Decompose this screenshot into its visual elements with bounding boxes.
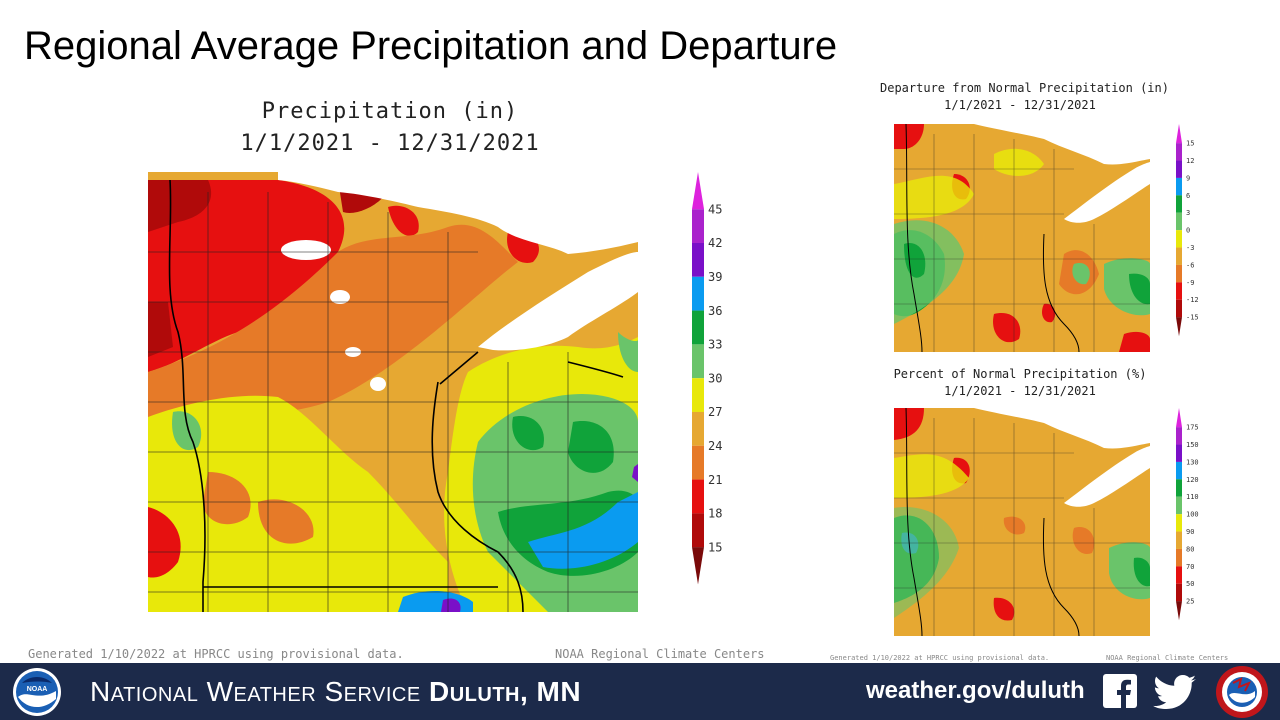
main-legend-label: 33 <box>708 338 722 352</box>
departure-legend-label: 12 <box>1186 157 1194 165</box>
percent-legend-color-1 <box>1176 427 1182 445</box>
departure-legend-color-8 <box>1176 264 1182 283</box>
main-legend-label: 24 <box>708 439 722 453</box>
departure-map-title: Departure from Normal Precipitation (in)… <box>880 80 1169 114</box>
departure-legend-color-11 <box>1176 317 1182 337</box>
percent-legend-label: 90 <box>1186 528 1194 536</box>
main-legend-label: 45 <box>708 202 722 216</box>
departure-legend-label: -3 <box>1186 244 1194 252</box>
percent-legend-label: 100 <box>1186 511 1199 519</box>
departure-legend-label: 9 <box>1186 174 1190 182</box>
departure-map-legend: 15 12 9 6 3 0 -3 -6 -9 -12 -15 <box>1176 124 1199 337</box>
departure-legend-color-3 <box>1176 177 1182 196</box>
main-legend-color-3 <box>692 276 704 311</box>
percent-legend-color-2 <box>1176 444 1182 462</box>
percent-legend-label: 130 <box>1186 458 1199 466</box>
departure-legend-label: -9 <box>1186 279 1194 287</box>
facebook-icon[interactable] <box>1103 674 1137 708</box>
percent-legend-label: 25 <box>1186 598 1194 606</box>
percent-legend-label: 150 <box>1186 441 1199 449</box>
percent-legend-color-3 <box>1176 461 1182 480</box>
main-legend-label: 27 <box>708 405 722 419</box>
percent-legend-label: 120 <box>1186 476 1199 484</box>
main-legend-label: 42 <box>708 236 722 250</box>
main-legend-color-7 <box>692 411 704 446</box>
main-legend-color-10 <box>692 513 704 548</box>
percent-legend-label: 70 <box>1186 563 1194 571</box>
percent-legend-label: 110 <box>1186 493 1199 501</box>
nws-logo-icon[interactable] <box>1215 665 1269 719</box>
main-map-legend: 45 42 39 36 33 30 27 24 21 18 15 <box>692 172 722 585</box>
percent-map-title-line1: Percent of Normal Precipitation (%) <box>893 367 1147 381</box>
main-legend-color-8 <box>692 445 704 480</box>
departure-legend-color-4 <box>1176 195 1182 213</box>
main-legend-color-1 <box>692 209 704 243</box>
nws-org-name: National Weather Service <box>90 676 421 707</box>
main-map-source-note: NOAA Regional Climate Centers <box>555 647 765 661</box>
main-legend-label: 36 <box>708 304 722 318</box>
percent-legend-label: 50 <box>1186 580 1194 588</box>
main-map-generated-note: Generated 1/10/2022 at HPRCC using provi… <box>28 647 404 661</box>
percent-legend-color-11 <box>1176 601 1182 621</box>
main-legend-color-9 <box>692 479 704 514</box>
main-legend-color-2 <box>692 242 704 277</box>
percent-legend-label: 80 <box>1186 545 1194 553</box>
main-map-title-line2: 1/1/2021 - 12/31/2021 <box>240 131 540 156</box>
departure-legend-color-9 <box>1176 282 1182 300</box>
twitter-icon[interactable] <box>1153 675 1197 709</box>
departure-legend-color-0 <box>1176 124 1182 144</box>
percent-map-title-line2: 1/1/2021 - 12/31/2021 <box>944 384 1096 398</box>
departure-legend-color-6 <box>1176 230 1182 248</box>
departure-map <box>894 124 1150 352</box>
departure-map-title-line2: 1/1/2021 - 12/31/2021 <box>944 98 1096 112</box>
main-map-title: Precipitation (in) 1/1/2021 - 12/31/2021 <box>190 96 590 160</box>
precipitation-map <box>148 172 638 612</box>
main-legend-color-4 <box>692 310 704 345</box>
slide-title: Regional Average Precipitation and Depar… <box>24 24 838 68</box>
main-legend-label: 30 <box>708 371 722 385</box>
nws-office-location: Duluth, MN <box>429 676 582 707</box>
nws-banner: NOAA National Weather Service Duluth, MN… <box>0 663 1280 720</box>
percent-legend-label: 175 <box>1186 424 1199 432</box>
departure-legend-label: 6 <box>1186 192 1190 200</box>
main-legend-label: 15 <box>708 540 722 554</box>
website-link[interactable]: weather.gov/duluth <box>866 677 1085 704</box>
departure-legend-label: -15 <box>1186 314 1199 322</box>
departure-legend-color-5 <box>1176 212 1182 231</box>
departure-legend-color-2 <box>1176 160 1182 178</box>
departure-legend-label: -6 <box>1186 261 1194 269</box>
percent-legend-color-4 <box>1176 479 1182 497</box>
percent-legend-color-10 <box>1176 583 1182 602</box>
percent-map-legend: 175 150 130 120 110 100 90 80 70 50 25 <box>1176 408 1199 621</box>
departure-legend-label: 15 <box>1186 140 1194 148</box>
percent-map-source-note: NOAA Regional Climate Centers <box>1106 654 1229 662</box>
percent-map-title: Percent of Normal Precipitation (%) 1/1/… <box>880 366 1160 400</box>
main-legend-color-11 <box>692 547 704 585</box>
percent-legend-color-6 <box>1176 514 1182 532</box>
departure-map-title-line1: Departure from Normal Precipitation (in) <box>880 81 1169 95</box>
percent-legend-color-5 <box>1176 496 1182 515</box>
percent-legend-color-8 <box>1176 548 1182 567</box>
departure-legend-color-7 <box>1176 247 1182 265</box>
svg-text:NOAA: NOAA <box>27 686 48 693</box>
departure-legend-label: 0 <box>1186 227 1190 235</box>
main-map-title-line1: Precipitation (in) <box>261 99 519 124</box>
percent-legend-color-0 <box>1176 408 1182 428</box>
main-legend-color-6 <box>692 378 704 412</box>
percent-legend-color-9 <box>1176 566 1182 584</box>
percent-map-generated-note: Generated 1/10/2022 at HPRCC using provi… <box>830 654 1050 662</box>
departure-legend-label: 3 <box>1186 209 1190 217</box>
main-legend-label: 18 <box>708 507 722 521</box>
nws-office-name: National Weather Service Duluth, MN <box>90 676 581 708</box>
departure-legend-color-1 <box>1176 143 1182 161</box>
noaa-logo-icon[interactable]: NOAA <box>12 667 62 717</box>
departure-legend-color-10 <box>1176 299 1182 318</box>
main-legend-label: 21 <box>708 473 722 487</box>
percent-map <box>894 408 1150 636</box>
main-legend-color-5 <box>692 344 704 379</box>
departure-legend-label: -12 <box>1186 296 1199 304</box>
main-legend-label: 39 <box>708 270 722 284</box>
percent-legend-color-7 <box>1176 531 1182 549</box>
main-legend-color-0 <box>692 172 704 210</box>
